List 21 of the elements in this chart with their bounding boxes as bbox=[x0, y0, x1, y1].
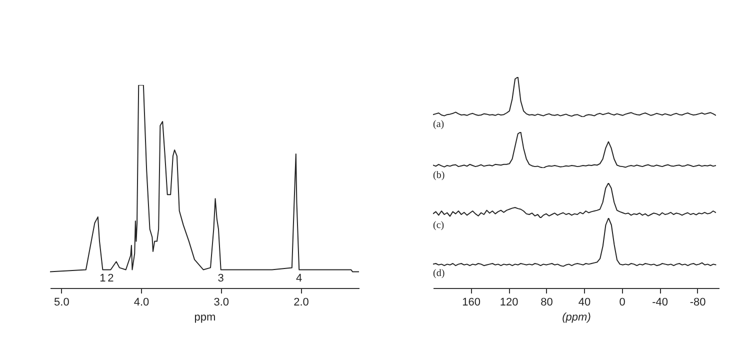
x-tick-label: 80 bbox=[540, 296, 553, 308]
x-tick-label: 40 bbox=[578, 296, 591, 308]
annotation: (c) bbox=[433, 220, 444, 231]
x-axis-title: (ppm) bbox=[562, 312, 592, 324]
x-tick-label: 2.0 bbox=[294, 296, 309, 308]
x-tick-label: -40 bbox=[652, 296, 668, 308]
annotation: 4 bbox=[296, 272, 302, 285]
x-tick-label: 5.0 bbox=[54, 296, 70, 308]
x-tick-label: 120 bbox=[500, 296, 518, 308]
annotation: 3 bbox=[218, 272, 224, 285]
x-tick-label: 3.0 bbox=[214, 296, 230, 308]
x-tick-label: 4.0 bbox=[134, 296, 150, 308]
x-tick-label: 160 bbox=[462, 296, 480, 308]
annotation: 2 bbox=[108, 272, 114, 285]
text: (a) bbox=[433, 119, 444, 130]
text: (b) bbox=[433, 170, 445, 181]
annotation: 1 bbox=[100, 272, 106, 285]
annotation: (d) bbox=[433, 268, 445, 279]
x-axis-title: ppm bbox=[194, 312, 216, 324]
x-tick-label: 0 bbox=[619, 296, 626, 308]
x-tick-label: -80 bbox=[690, 296, 706, 308]
